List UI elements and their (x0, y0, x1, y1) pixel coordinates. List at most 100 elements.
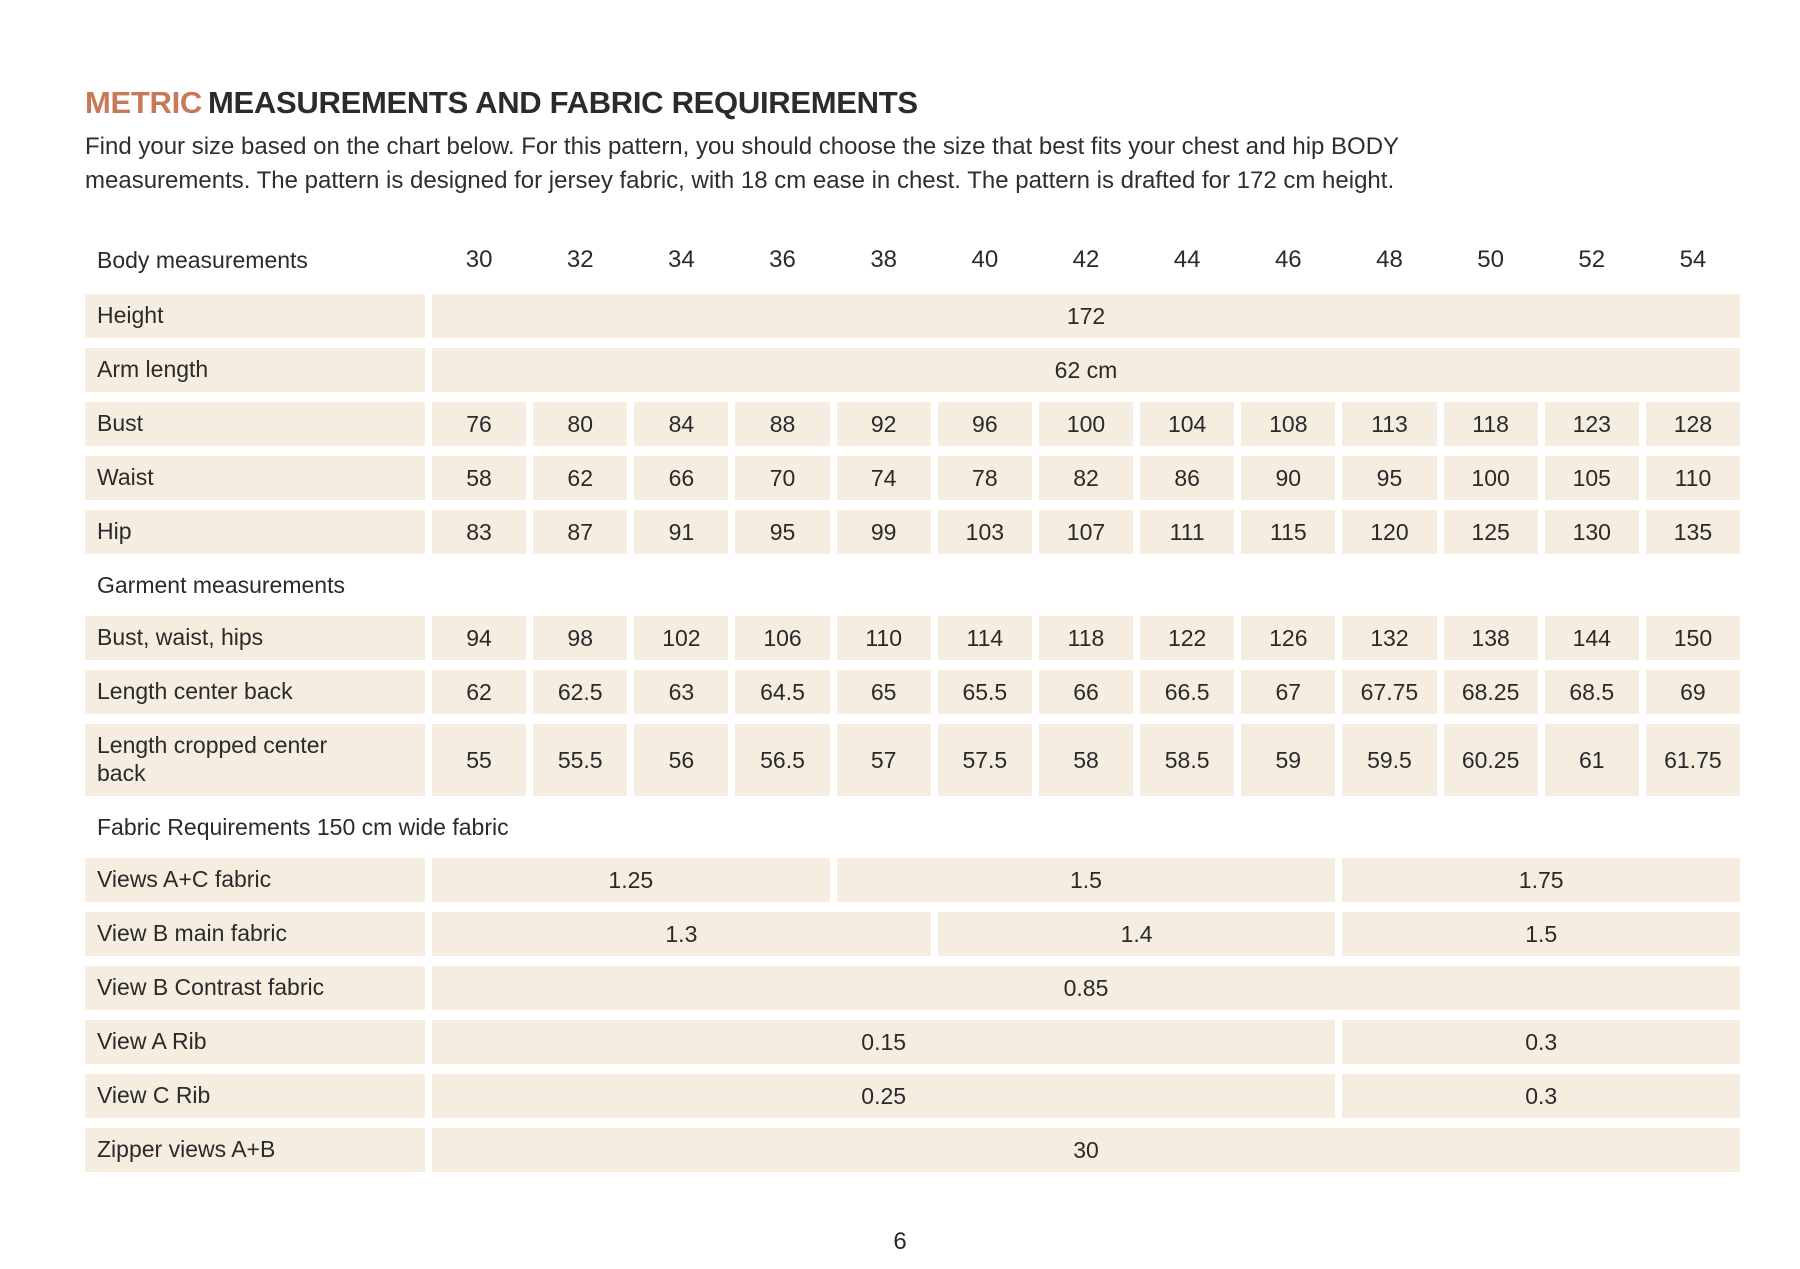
row-label: Hip (85, 510, 425, 554)
size-column-header: 38 (870, 246, 898, 273)
page-title-highlight: METRIC (85, 85, 203, 120)
measurement-cell: 56.5 (735, 724, 830, 796)
measurement-cell: 66 (1038, 670, 1134, 714)
measurement-cell: 138 (1443, 616, 1538, 660)
measurement-cell: 104 (1140, 402, 1235, 446)
row-label: View B Contrast fabric (85, 966, 425, 1010)
measurement-cell: 108 (1241, 402, 1336, 446)
measurement-cell: 110 (836, 616, 931, 660)
table-row: View B main fabric 1.3 1.4 1.5 (85, 912, 1740, 956)
measurement-cell: 88 (735, 402, 830, 446)
measurement-cell: 94 (432, 616, 527, 660)
measurement-cell: 56 (634, 724, 729, 796)
table-row: Waist 58 62 66 70 74 78 82 86 90 95 100 105 110 (85, 456, 1740, 500)
row-label: View C Rib (85, 1074, 425, 1118)
measurement-cell: 59.5 (1342, 724, 1437, 796)
table-row: Hip 83 87 91 95 99 103 107 111 115 120 125 130 135 (85, 510, 1740, 554)
size-column-header: 50 (1477, 246, 1504, 273)
measurement-cell: 65 (836, 670, 931, 714)
measurement-cell: 110 (1645, 456, 1740, 500)
row-label: View A Rib (85, 1020, 425, 1064)
measurement-cell: 1.25 (432, 858, 830, 902)
size-column-header: 44 (1173, 246, 1201, 273)
measurement-cell: 0.15 (432, 1020, 1336, 1064)
row-label: Bust (85, 402, 425, 446)
measurement-cell: 65.5 (937, 670, 1032, 714)
table-row: Views A+C fabric 1.25 1.5 1.75 (85, 858, 1740, 902)
measurement-cell: 86 (1140, 456, 1235, 500)
row-label: Length center back (85, 670, 425, 714)
measurement-cell: 78 (937, 456, 1032, 500)
table-row: Arm length 62 cm (85, 348, 1740, 392)
intro-text: Find your size based on the chart below.… (85, 130, 1740, 198)
measurement-cell: 128 (1645, 402, 1740, 446)
measurement-cell: 57.5 (937, 724, 1032, 796)
measurement-cell: 62 (533, 456, 628, 500)
measurement-cell: 123 (1544, 402, 1639, 446)
row-label: Zipper views A+B (85, 1128, 425, 1172)
measurement-cell: 92 (836, 402, 931, 446)
row-label: Arm length (85, 348, 425, 392)
measurement-cell: 0.85 (432, 966, 1740, 1010)
measurement-cell: 120 (1342, 510, 1437, 554)
measurement-cell: 100 (1038, 402, 1134, 446)
size-column-header: 36 (769, 246, 796, 273)
measurement-cell: 1.4 (937, 912, 1336, 956)
measurement-cell: 61 (1544, 724, 1639, 796)
row-label: Waist (85, 456, 425, 500)
measurement-cell: 55 (432, 724, 527, 796)
page-title: METRIC MEASUREMENTS AND FABRIC REQUIREMEN… (85, 0, 1740, 120)
measurement-cell: 130 (1544, 510, 1639, 554)
measurement-cell: 62 (432, 670, 527, 714)
measurement-cell: 144 (1544, 616, 1639, 660)
measurement-cell: 1.3 (432, 912, 931, 956)
measurement-cell: 76 (432, 402, 527, 446)
size-column-header: 42 (1072, 246, 1100, 273)
page-title-rest: MEASUREMENTS AND FABRIC REQUIREMENTS (208, 85, 918, 120)
measurement-cell: 80 (533, 402, 628, 446)
table-row: Bust, waist, hips 94 98 102 106 110 114 118 122 1… (85, 616, 1740, 660)
measurement-cell: 135 (1645, 510, 1740, 554)
row-label: Length cropped center back (85, 724, 425, 796)
table-row: Bust 76 80 84 88 92 96 100 104 108 113 118 123 128 (85, 402, 1740, 446)
measurement-cell: 1.75 (1342, 858, 1740, 902)
size-column-header: 48 (1376, 246, 1403, 273)
section-title: Fabric Requirements 150 cm wide fabric (97, 814, 509, 840)
measurement-cell: 67.75 (1342, 670, 1437, 714)
measurement-cell: 107 (1038, 510, 1134, 554)
measurement-cell: 1.5 (836, 858, 1336, 902)
measurement-cell: 99 (836, 510, 931, 554)
measurement-cell: 90 (1241, 456, 1336, 500)
measurement-cell: 58 (432, 456, 527, 500)
measurement-cell: 113 (1342, 402, 1437, 446)
page-content: METRIC MEASUREMENTS AND FABRIC REQUIREMEN… (85, 0, 1740, 1172)
size-column-header: 40 (971, 246, 999, 273)
measurement-cell: 61.75 (1645, 724, 1740, 796)
measurement-cell: 30 (432, 1128, 1740, 1172)
measurement-cell: 150 (1645, 616, 1740, 660)
measurement-cell: 106 (735, 616, 830, 660)
table-row: Height 172 (85, 294, 1740, 338)
measurement-cell: 58.5 (1140, 724, 1235, 796)
measurement-cell: 118 (1443, 402, 1538, 446)
measurement-cell: 64.5 (735, 670, 830, 714)
measurement-cell: 69 (1645, 670, 1740, 714)
measurement-cell: 70 (735, 456, 830, 500)
measurement-cell: 132 (1342, 616, 1437, 660)
measurement-cell: 100 (1443, 456, 1538, 500)
measurement-cell: 102 (634, 616, 729, 660)
measurement-cell: 74 (836, 456, 931, 500)
table-row: Length center back 62 62.5 63 64.5 65 65.5 66 66… (85, 670, 1740, 714)
measurement-cell: 115 (1241, 510, 1336, 554)
measurement-cell: 82 (1038, 456, 1134, 500)
section-title: Garment measurements (97, 572, 345, 598)
measurement-cell: 125 (1443, 510, 1538, 554)
table-row: View A Rib 0.15 0.3 (85, 1020, 1740, 1064)
measurement-cell: 66.5 (1140, 670, 1235, 714)
measurement-cell: 60.25 (1443, 724, 1538, 796)
intro-line-1: Find your size based on the chart below.… (85, 133, 1400, 160)
measurement-cell: 59 (1241, 724, 1336, 796)
measurement-cell: 66 (634, 456, 729, 500)
measurement-cell: 91 (634, 510, 729, 554)
